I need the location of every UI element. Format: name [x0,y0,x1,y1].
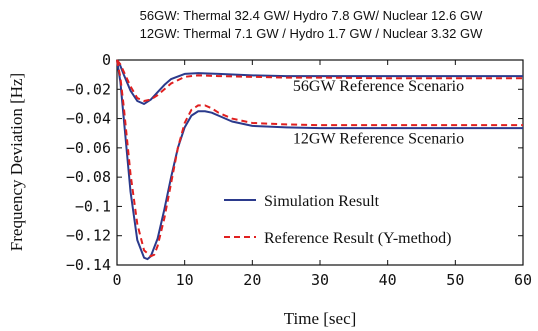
legend: Simulation Result Reference Result (Y-me… [224,193,451,247]
y-tick-label: −0.1 [75,197,111,215]
annotation-12gw: 12GW Reference Scenario [293,130,464,147]
x-tick-label: 10 [176,271,194,289]
series-line-12gw-solid [116,59,523,261]
x-axis-label: Time [sec] [284,309,357,328]
legend-label-simulation: Simulation Result [264,193,380,210]
x-tick-labels: 0 10 20 30 40 50 60 [112,271,532,289]
y-tick-label: −0.02 [66,80,111,98]
series-lines [116,59,523,261]
series-line-56gw-solid [116,59,523,105]
y-axis-label: Frequency Deviation [Hz] [7,73,26,251]
x-tick-label: 50 [446,271,464,289]
y-tick-label: −0.08 [66,168,111,186]
x-tick-label: 40 [379,271,397,289]
x-tick-label: 30 [311,271,329,289]
subtitle-line-2: 12GW: Thermal 7.1 GW / Hydro 1.7 GW / Nu… [140,26,483,41]
y-tick-label: 0 [102,51,111,69]
y-tick-label: −0.14 [66,256,111,274]
y-tick-label: −0.04 [66,110,111,128]
legend-label-reference: Reference Result (Y-method) [264,230,451,247]
series-line-56gw-dashed [116,59,523,102]
y-tick-label: −0.06 [66,139,111,157]
y-tick-labels: 0 −0.02 −0.04 −0.06 −0.08 −0.1 −0.12 −0.14 [66,51,111,274]
x-tick-label: 60 [514,271,532,289]
axis-ticks [116,59,524,266]
annotation-56gw: 56GW Reference Scenario [293,78,464,95]
y-tick-label: −0.12 [66,227,111,245]
x-tick-label: 20 [243,271,261,289]
subtitle-line-1: 56GW: Thermal 32.4 GW/ Hydro 7.8 GW/ Nuc… [140,8,483,23]
x-tick-label: 0 [112,271,121,289]
series-line-12gw-dashed [116,59,523,258]
